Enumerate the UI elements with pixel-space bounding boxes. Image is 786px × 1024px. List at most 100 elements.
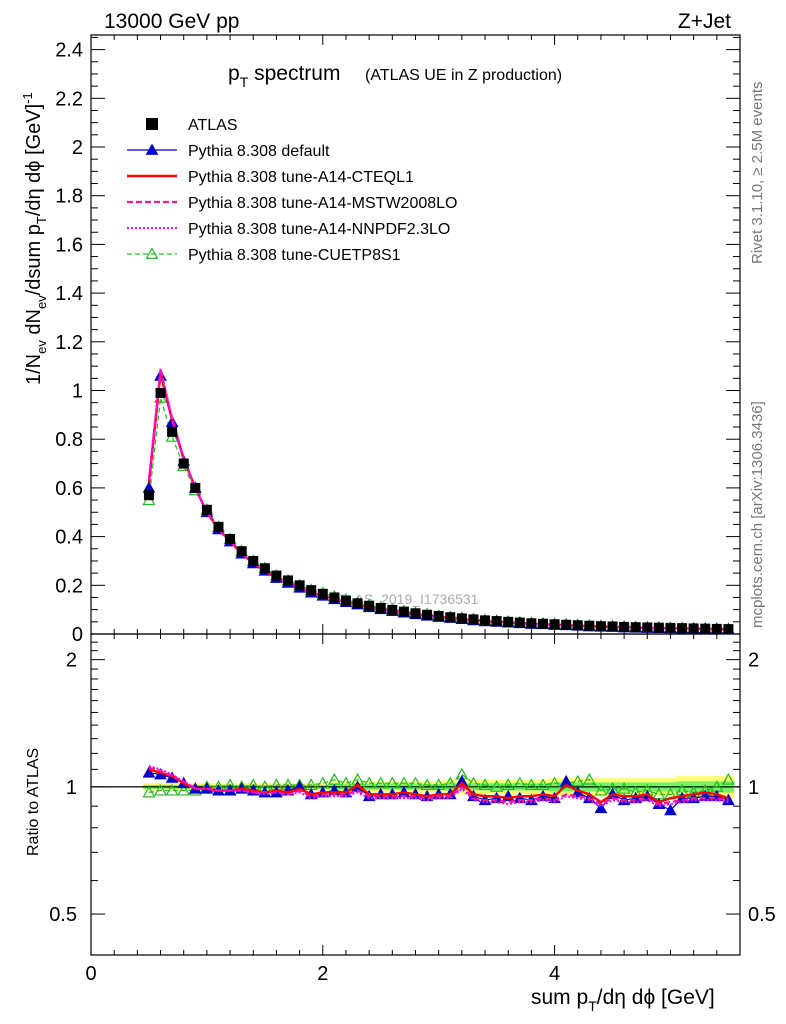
legend-label-default: Pythia 8.308 default bbox=[188, 143, 330, 160]
main-point-data bbox=[294, 580, 305, 591]
rivet-label: Rivet 3.1.10, ≥ 2.5M events bbox=[749, 82, 766, 265]
main-point-data bbox=[653, 622, 664, 633]
main-point-data bbox=[259, 563, 270, 574]
main-point-data bbox=[514, 617, 525, 628]
main-point-data bbox=[619, 621, 630, 632]
legend-marker-cuetp8s1 bbox=[145, 247, 159, 259]
mcplots-label: mcplots.cern.ch [arXiv:1306.3436] bbox=[749, 401, 766, 628]
main-y-axis-label: 1/Nev dNev/dsum pT/dη dϕ [GeV]-1 bbox=[20, 92, 49, 385]
main-point-data bbox=[549, 619, 560, 630]
main-point-data bbox=[283, 575, 294, 586]
ratio-y-tick-label-right: 2 bbox=[748, 650, 759, 672]
ratio-point-cuetp8s1 bbox=[420, 778, 434, 791]
main-point-data bbox=[317, 588, 328, 599]
main-point-data bbox=[410, 608, 421, 619]
main-point-data bbox=[572, 620, 583, 631]
ratio-y-tick-label: 2 bbox=[66, 650, 77, 672]
main-y-tick-label: 0 bbox=[72, 624, 83, 646]
main-point-data bbox=[700, 623, 711, 634]
legend-label-cuetp8s1: Pythia 8.308 tune-CUETP8S1 bbox=[188, 247, 401, 264]
ratio-point-cuetp8s1 bbox=[513, 776, 527, 789]
main-point-data bbox=[491, 616, 502, 627]
main-point-data bbox=[445, 612, 456, 623]
main-point-data bbox=[398, 606, 409, 617]
main-point-data bbox=[456, 613, 467, 624]
main-line-nnpdf bbox=[147, 368, 729, 631]
main-point-data bbox=[155, 387, 166, 398]
ratio-point-cuetp8s1 bbox=[478, 778, 492, 791]
ratio-point-cuetp8s1 bbox=[385, 776, 399, 789]
main-point-data bbox=[584, 620, 595, 631]
ratio-point-default bbox=[594, 801, 608, 814]
main-point-data bbox=[630, 622, 641, 633]
main-point-data bbox=[607, 621, 618, 632]
main-y-tick-label: 1.8 bbox=[55, 186, 83, 208]
main-y-tick-label: 2.2 bbox=[55, 88, 83, 110]
chart-title-extra: (ATLAS UE in Z production) bbox=[365, 67, 562, 84]
legend-marker-data bbox=[146, 118, 158, 130]
ratio-point-cuetp8s1 bbox=[571, 774, 585, 787]
ratio-y-tick-label: 0.5 bbox=[49, 904, 77, 926]
main-point-data bbox=[329, 592, 340, 603]
main-y-tick-label: 1.2 bbox=[55, 332, 83, 354]
main-point-data bbox=[201, 504, 212, 515]
main-point-data bbox=[723, 624, 734, 635]
main-point-data bbox=[340, 595, 351, 606]
x-axis-label: sum pT/dη dϕ [GeV] bbox=[531, 986, 715, 1014]
main-y-tick-label: 1.6 bbox=[55, 234, 83, 256]
ratio-point-cuetp8s1 bbox=[490, 780, 504, 792]
main-y-tick-label: 0.4 bbox=[55, 527, 83, 549]
ratio-point-cuetp8s1 bbox=[524, 778, 538, 791]
main-point-data bbox=[665, 622, 676, 633]
main-y-tick-label: 0.6 bbox=[55, 478, 83, 500]
main-y-tick-label: 0.8 bbox=[55, 429, 83, 451]
ratio-point-cuetp8s1 bbox=[501, 778, 515, 791]
main-point-data bbox=[375, 602, 386, 613]
ratio-point-cuetp8s1 bbox=[374, 776, 388, 789]
main-point-data bbox=[422, 609, 433, 620]
ratio-point-cuetp8s1 bbox=[177, 783, 191, 796]
ratio-y-tick-label-right: 1 bbox=[748, 777, 759, 799]
ratio-y-axis-label: Ratio to ATLAS bbox=[25, 748, 42, 856]
main-point-data bbox=[503, 616, 514, 627]
legend-label-data: ATLAS bbox=[188, 117, 238, 134]
ratio-point-cuetp8s1 bbox=[443, 776, 457, 789]
main-y-tick-label: 2 bbox=[72, 137, 83, 159]
main-point-data bbox=[225, 534, 236, 545]
main-point-data bbox=[526, 618, 537, 629]
main-point-data bbox=[178, 458, 189, 469]
main-y-tick-label: 0.2 bbox=[55, 575, 83, 597]
main-point-data bbox=[190, 482, 201, 493]
legend-label-nnpdf: Pythia 8.308 tune-A14-NNPDF2.3LO bbox=[188, 221, 450, 238]
ratio-line-mstw bbox=[148, 766, 729, 806]
ratio-point-cuetp8s1 bbox=[142, 785, 156, 798]
main-point-data bbox=[271, 570, 282, 581]
ratio-point-cuetp8s1 bbox=[617, 781, 631, 794]
ratio-point-cuetp8s1 bbox=[594, 783, 608, 796]
legend-label-cteql1: Pythia 8.308 tune-A14-CTEQL1 bbox=[188, 169, 414, 186]
ratio-point-cuetp8s1 bbox=[165, 783, 179, 796]
main-y-tick-label: 1.4 bbox=[55, 283, 83, 305]
ratio-point-cuetp8s1 bbox=[536, 778, 550, 791]
main-point-data bbox=[387, 604, 398, 615]
ratio-point-cuetp8s1 bbox=[408, 776, 423, 789]
main-y-tick-label: 1 bbox=[72, 381, 83, 403]
ratio-y-tick-label-right: 0.5 bbox=[748, 904, 776, 926]
ratio-y-tick-label: 1 bbox=[66, 777, 77, 799]
x-tick-label: 4 bbox=[549, 963, 560, 985]
ratio-line-cteql1 bbox=[148, 768, 729, 804]
main-point-data bbox=[167, 426, 178, 437]
ratio-point-cuetp8s1 bbox=[362, 776, 376, 789]
main-point-data bbox=[711, 623, 722, 634]
main-point-data bbox=[306, 585, 317, 596]
main-point-data bbox=[213, 521, 224, 532]
main-point-data bbox=[595, 621, 606, 632]
ratio-line-cuetp8s1 bbox=[148, 773, 729, 795]
ratio-point-cuetp8s1 bbox=[721, 772, 735, 785]
main-point-data bbox=[480, 615, 491, 626]
chart-title: pT spectrum bbox=[228, 62, 340, 90]
main-y-tick-label: 2.4 bbox=[55, 40, 83, 62]
x-tick-label: 0 bbox=[85, 963, 96, 985]
ratio-point-cuetp8s1 bbox=[548, 776, 562, 789]
ratio-point-default bbox=[664, 803, 677, 816]
